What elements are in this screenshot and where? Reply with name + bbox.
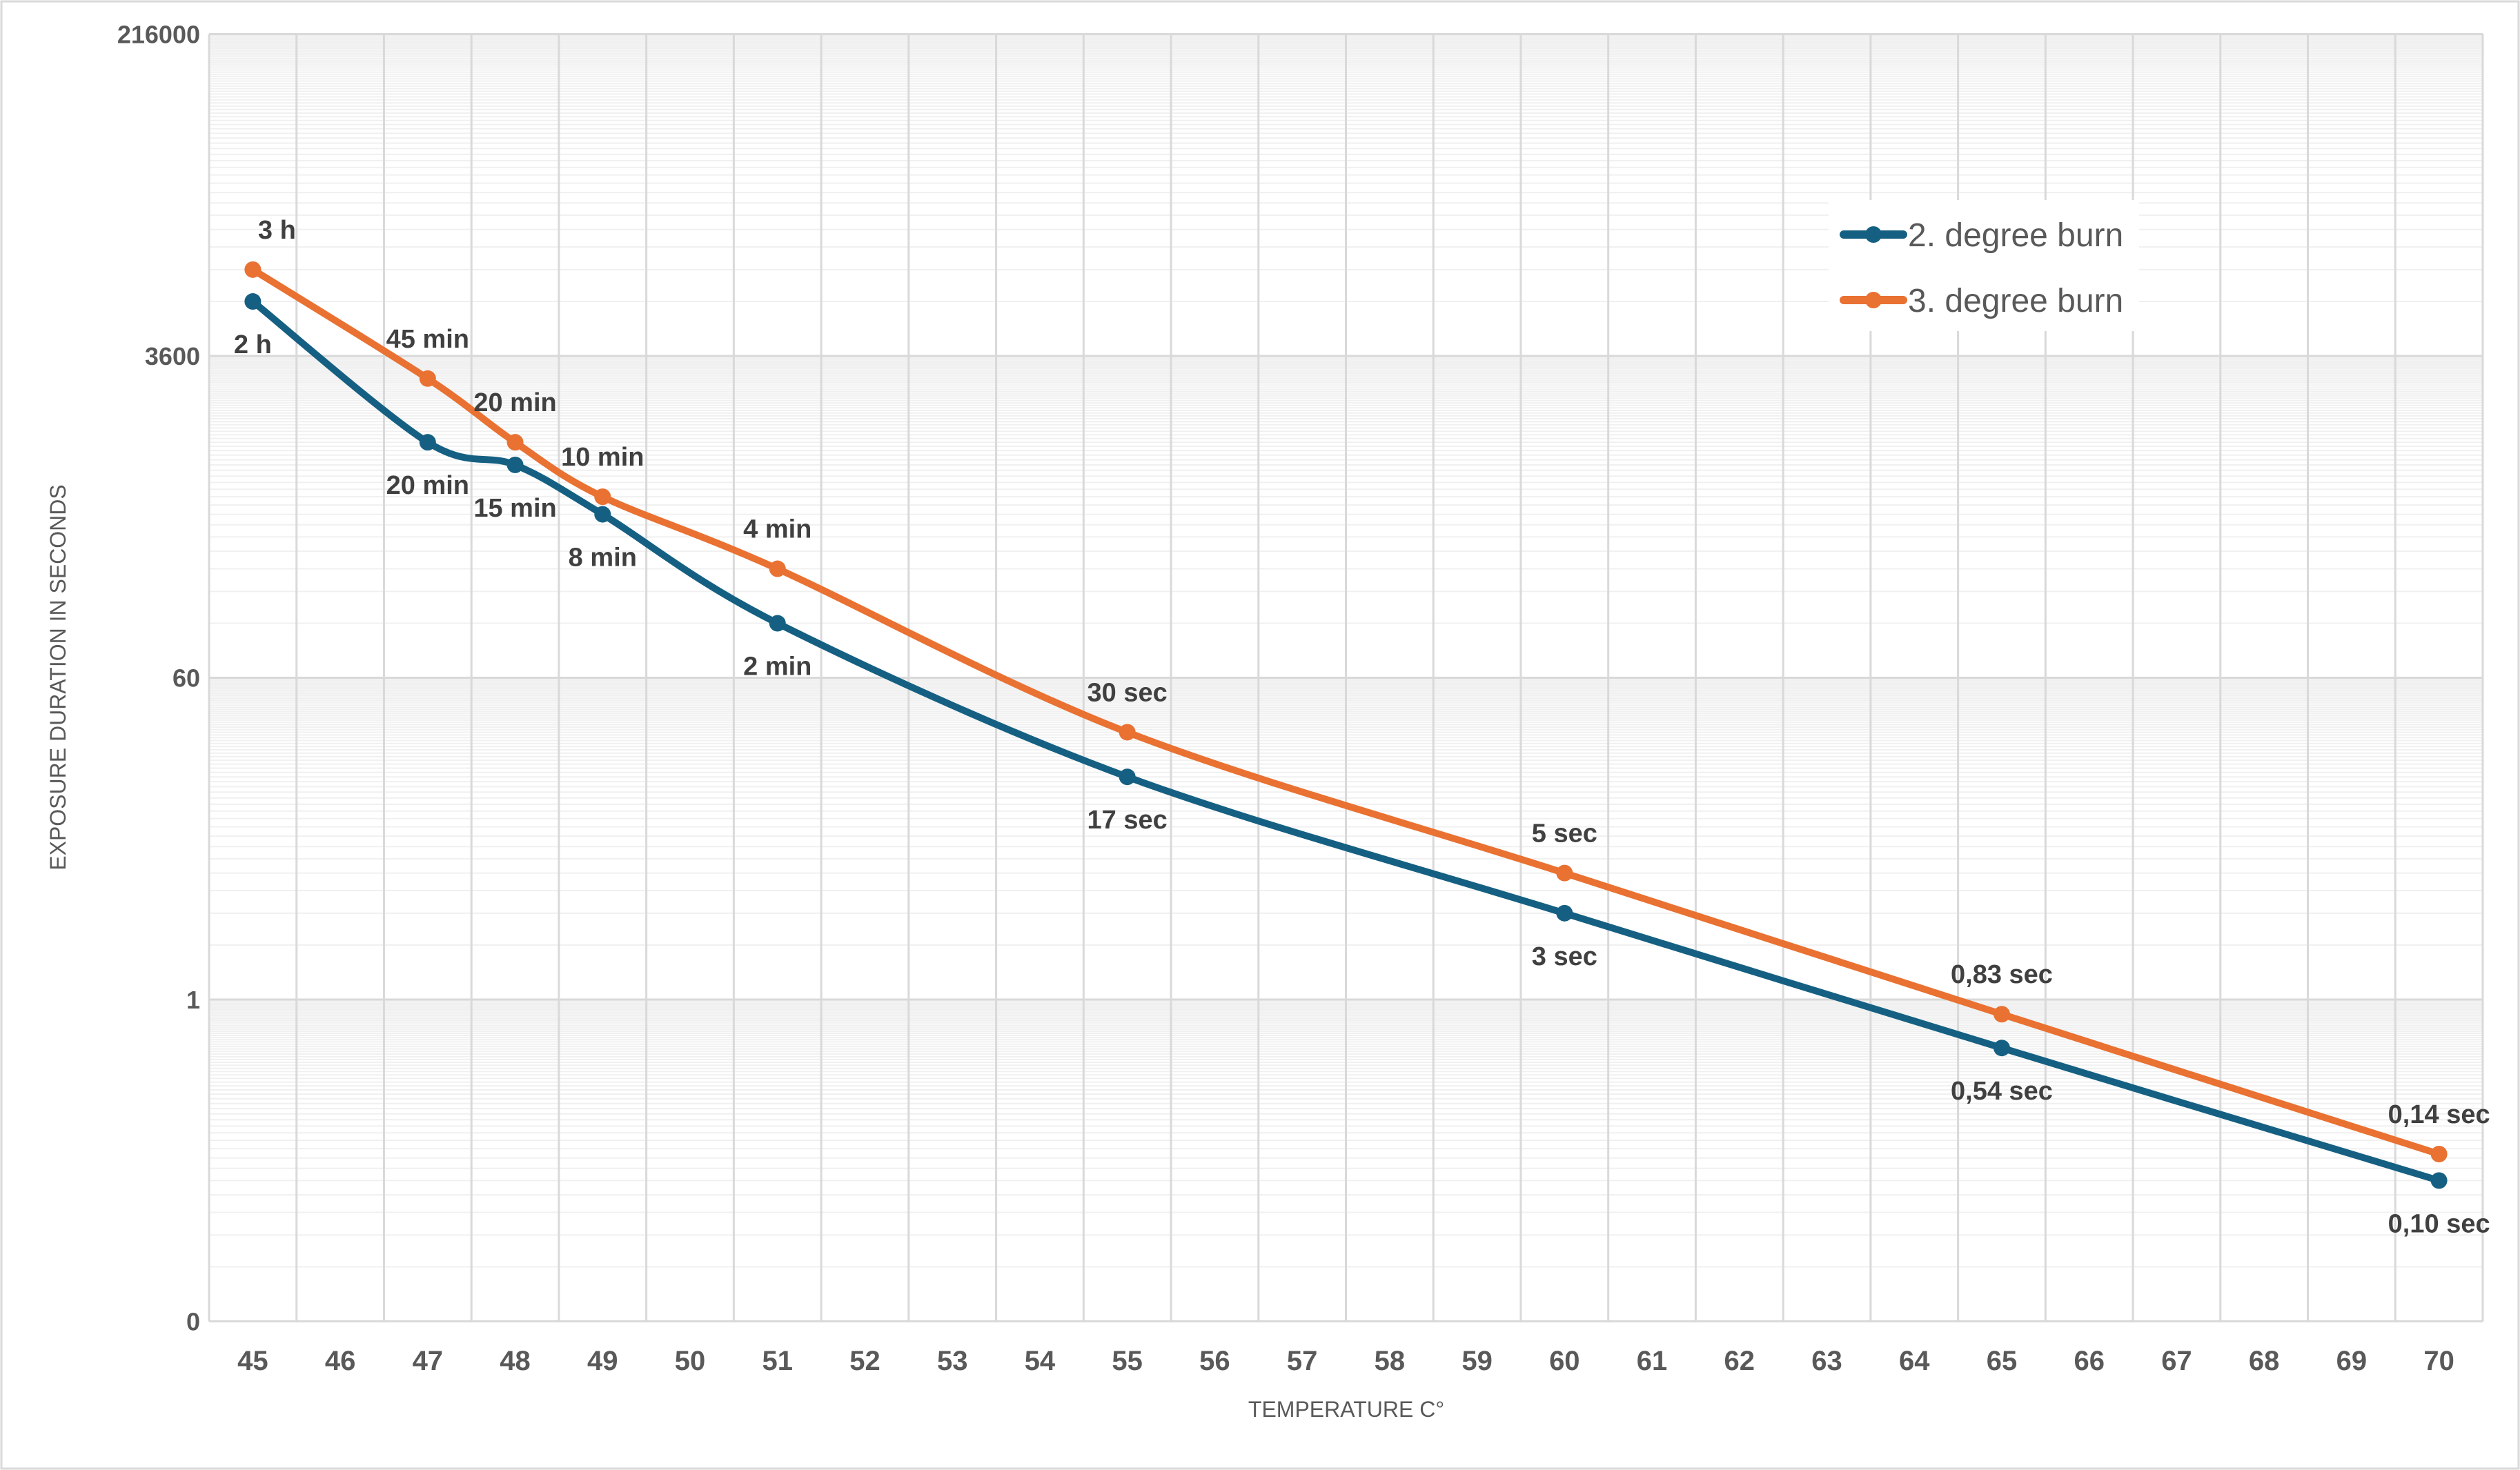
data-label: 30 sec [1087, 678, 1168, 707]
x-tick-label: 53 [937, 1346, 968, 1376]
data-label: 17 sec [1087, 806, 1168, 835]
x-tick-label: 67 [2161, 1346, 2192, 1376]
data-label: 45 min [386, 325, 469, 354]
data-point [1119, 768, 1136, 786]
data-point [594, 488, 611, 506]
series-line [249, 266, 2443, 1158]
data-label: 2 min [743, 653, 811, 682]
y-axis-ticks: 216000 3600 60 1 0 [117, 21, 200, 1336]
x-tick-label: 46 [325, 1346, 356, 1376]
x-tick-label: 64 [1899, 1346, 1930, 1376]
data-point [506, 456, 524, 473]
legend-marker [1865, 226, 1882, 243]
x-tick-label: 58 [1375, 1346, 1406, 1376]
data-point [506, 434, 524, 451]
x-tick-label: 69 [2336, 1346, 2368, 1376]
data-point [2430, 1172, 2448, 1189]
data-point [1556, 904, 1573, 922]
data-point [594, 506, 611, 523]
data-label: 8 min [569, 544, 637, 573]
series-lines [244, 261, 2448, 1189]
x-tick-label: 55 [1112, 1346, 1143, 1376]
data-point [419, 370, 436, 387]
x-tick-label: 57 [1287, 1346, 1318, 1376]
x-tick-label: 45 [237, 1346, 268, 1376]
x-tick-label: 62 [1724, 1346, 1755, 1376]
x-tick-label: 48 [500, 1346, 531, 1376]
data-point [769, 560, 786, 577]
data-label: 2 h [234, 330, 272, 359]
x-tick-label: 61 [1637, 1346, 1668, 1376]
data-label: 20 min [386, 471, 469, 500]
data-label: 0,83 sec [1951, 960, 2053, 989]
y-tick-label: 0 [186, 1308, 200, 1336]
y-tick-label: 3600 [145, 342, 200, 370]
x-tick-label: 65 [1987, 1346, 2018, 1376]
data-point [2430, 1146, 2448, 1163]
data-point [419, 434, 436, 451]
data-label: 5 sec [1532, 820, 1597, 848]
x-tick-label: 70 [2423, 1346, 2454, 1376]
x-tick-label: 63 [1811, 1346, 1842, 1376]
x-tick-label: 54 [1025, 1346, 1056, 1376]
data-label: 10 min [561, 443, 644, 472]
legend: 2. degree burn 3. degree burn [1829, 200, 2139, 331]
data-label: 0,14 sec [2388, 1100, 2490, 1129]
x-tick-label: 51 [762, 1346, 794, 1376]
x-axis-title: TEMPERATURE C° [1248, 1397, 1444, 1422]
x-tick-label: 50 [675, 1346, 706, 1376]
legend-marker [1865, 292, 1882, 308]
data-point [244, 261, 262, 278]
data-point [769, 615, 786, 632]
y-axis-title: EXPOSURE DURATION IN SECONDS [46, 484, 70, 870]
series-line [249, 298, 2443, 1184]
data-point [244, 293, 262, 310]
data-label: 15 min [473, 494, 556, 523]
data-point [1556, 864, 1573, 882]
data-point [1119, 724, 1136, 741]
vertical-gridlines [208, 34, 2484, 1322]
x-tick-label: 60 [1549, 1346, 1580, 1376]
data-label: 0,10 sec [2388, 1209, 2490, 1238]
data-label: 3 sec [1532, 942, 1597, 971]
data-point [1993, 1006, 2010, 1023]
y-tick-label: 1 [186, 986, 200, 1014]
data-label: 4 min [743, 515, 811, 544]
x-tick-label: 52 [849, 1346, 880, 1376]
x-tick-label: 59 [1461, 1346, 1493, 1376]
y-tick-label: 60 [173, 664, 200, 693]
data-label: 3 h [258, 216, 296, 245]
x-tick-label: 49 [587, 1346, 618, 1376]
data-label: 20 min [473, 388, 556, 417]
data-point [1993, 1040, 2010, 1057]
x-tick-label: 68 [2249, 1346, 2280, 1376]
legend-label: 2. degree burn [1908, 217, 2123, 254]
legend-label: 3. degree burn [1908, 283, 2123, 319]
x-tick-label: 56 [1199, 1346, 1230, 1376]
x-tick-label: 66 [2074, 1346, 2105, 1376]
y-tick-label: 216000 [117, 21, 200, 49]
x-axis-ticks: 45 46 47 48 49 50 51 52 53 54 55 56 57 58 59 60 61 62 63 64… [237, 1346, 2454, 1376]
x-tick-label: 47 [413, 1346, 444, 1376]
data-label: 0,54 sec [1951, 1077, 2053, 1106]
legend-background [1829, 200, 2139, 331]
